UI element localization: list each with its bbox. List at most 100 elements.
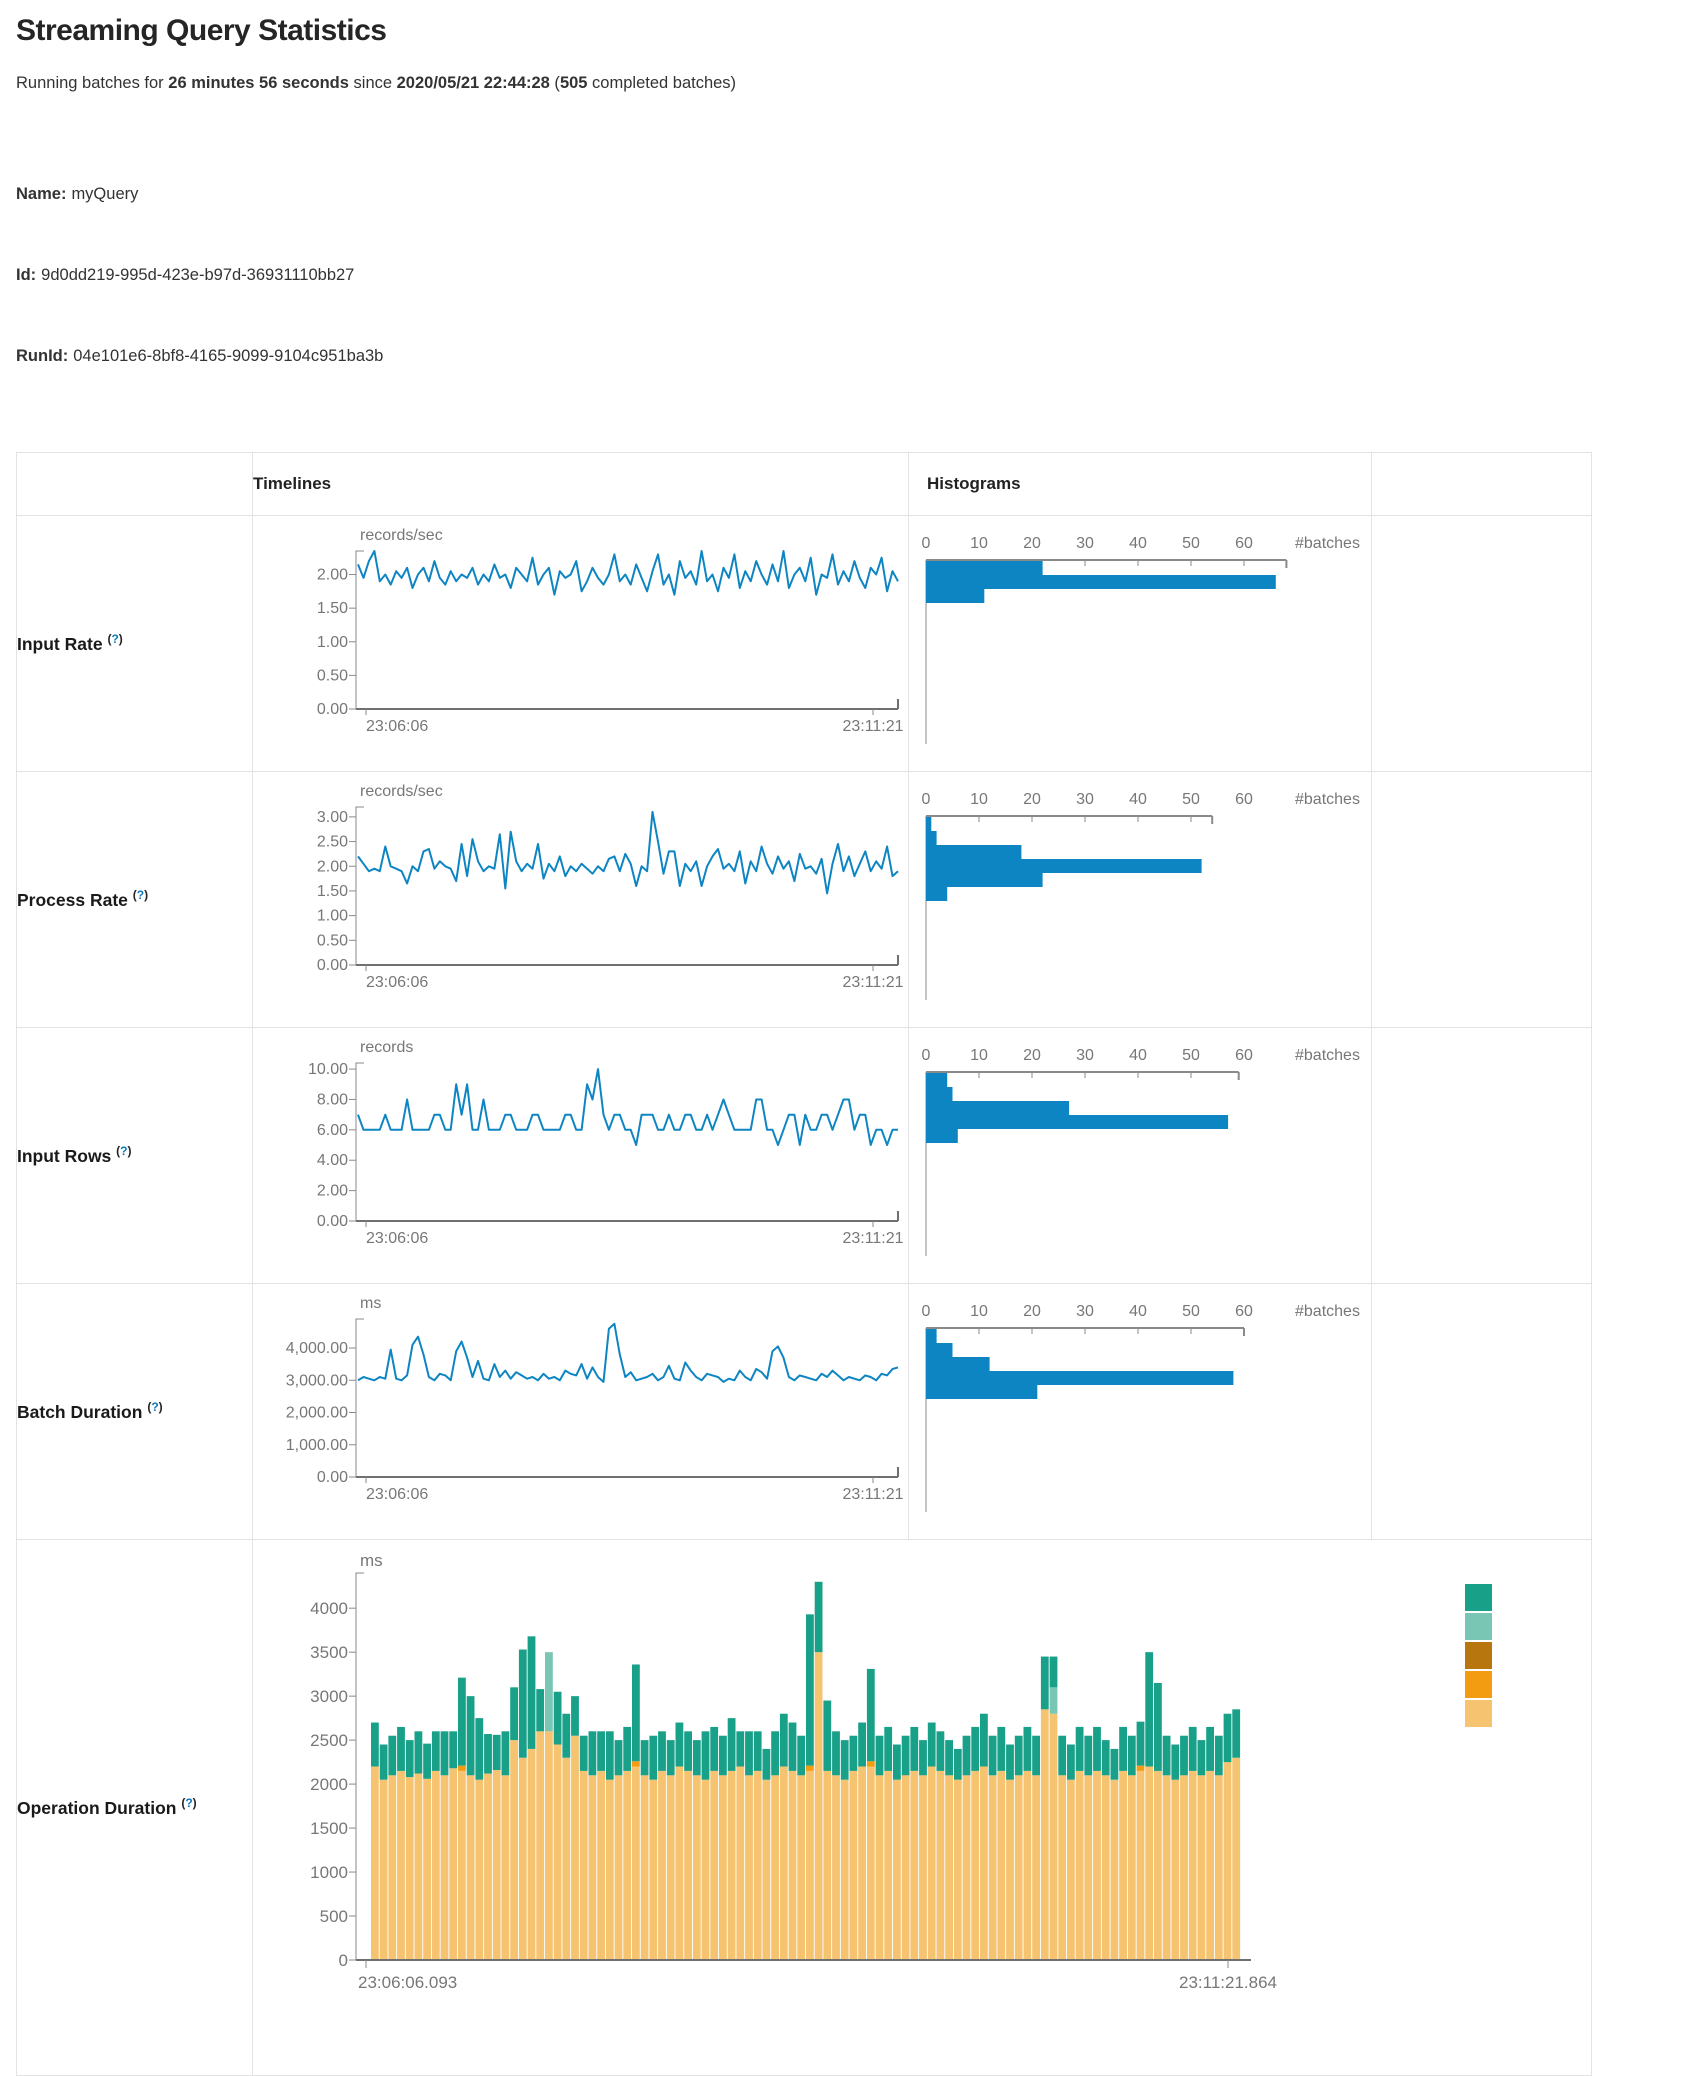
svg-text:4000: 4000: [310, 1599, 348, 1618]
svg-text:23:11:21.864: 23:11:21.864: [1179, 1973, 1277, 1992]
svg-text:0: 0: [922, 1047, 931, 1064]
empty-cell: [1371, 515, 1592, 772]
svg-text:1.50: 1.50: [317, 600, 348, 617]
svg-text:23:06:06: 23:06:06: [366, 1486, 428, 1503]
svg-text:10: 10: [970, 535, 988, 552]
svg-text:60: 60: [1235, 791, 1253, 808]
svg-text:2000: 2000: [310, 1775, 348, 1794]
query-runid-value: 04e101e6-8bf8-4165-9099-9104c951ba3b: [73, 347, 384, 365]
help-icon[interactable]: (?): [116, 1144, 132, 1159]
svg-text:#batches: #batches: [1295, 1303, 1360, 1320]
svg-text:1.00: 1.00: [317, 634, 348, 651]
svg-text:23:06:06.093: 23:06:06.093: [358, 1973, 457, 1992]
svg-text:3.00: 3.00: [317, 809, 348, 826]
svg-text:20: 20: [1023, 1303, 1041, 1320]
svg-text:30: 30: [1076, 1047, 1094, 1064]
help-icon[interactable]: (?): [147, 1400, 163, 1415]
running-duration: 26 minutes 56 seconds: [168, 74, 349, 92]
input-rate-label: Input Rate (?): [16, 515, 253, 772]
svg-text:23:11:21: 23:11:21: [842, 718, 903, 735]
process-rate-histogram: 0 10 20 30 40 50 60 #batches: [908, 771, 1372, 1028]
svg-text:6.00: 6.00: [317, 1122, 348, 1139]
svg-text:#batches: #batches: [1295, 1047, 1360, 1064]
empty-header-cell: [16, 452, 253, 516]
completed-batches-count: 505: [559, 74, 588, 92]
input-rate-histogram: 0 10 20 30 40 50 60 #batches: [908, 515, 1372, 772]
svg-text:0.00: 0.00: [317, 1469, 348, 1486]
histograms-header: Histograms: [908, 452, 1372, 516]
batch-duration-row: Batch Duration (?) ms 0.00 1,000.00 2,000.0…: [16, 1283, 1592, 1540]
help-icon[interactable]: (?): [132, 888, 149, 903]
svg-text:4,000.00: 4,000.00: [286, 1340, 348, 1357]
svg-text:2.00: 2.00: [317, 567, 348, 584]
input-rate-row: Input Rate (?) records/sec 0.00 0.50 1.00 1.…: [16, 515, 1592, 772]
input-rows-label: Input Rows (?): [16, 1027, 253, 1284]
svg-text:60: 60: [1235, 535, 1253, 552]
svg-text:20: 20: [1023, 1047, 1041, 1064]
svg-text:10: 10: [970, 791, 988, 808]
svg-text:10: 10: [970, 1303, 988, 1320]
timeline-chart: records/sec 0.00 0.50 1.00 1.50 2.00 2.50 3.00 2…: [254, 773, 908, 1027]
process-rate-label: Process Rate (?): [16, 771, 253, 1028]
svg-text:0: 0: [922, 535, 931, 552]
svg-text:1.00: 1.00: [317, 908, 348, 925]
svg-text:50: 50: [1182, 1303, 1200, 1320]
svg-text:records/sec: records/sec: [360, 783, 443, 800]
histogram-chart: 0 10 20 30 40 50 60 #batches: [910, 517, 1371, 771]
empty-cell: [1371, 771, 1592, 1028]
svg-text:60: 60: [1235, 1047, 1253, 1064]
histogram-chart: 0 10 20 30 40 50 60 #batches: [910, 1029, 1371, 1283]
timeline-chart: ms 0.00 1,000.00 2,000.00 3,000.00 4,000.00 23…: [254, 1285, 908, 1539]
query-id-value: 9d0dd219-995d-423e-b97d-36931110bb27: [41, 266, 355, 284]
operation-duration-chart: ms 0 500 1000 1500 2000 2500 3000 3500 4000 23:06:…: [254, 1541, 1591, 2075]
help-icon[interactable]: (?): [107, 632, 123, 647]
query-info: Name: myQuery Id: 9d0dd219-995d-423e-b97d-…: [16, 127, 1677, 424]
input-rate-timeline: records/sec 0.00 0.50 1.00 1.50 2.00 23:06:06 2…: [252, 515, 909, 772]
input-rows-timeline: records 0.00 2.00 4.00 6.00 8.00 10.00 23:06:06…: [252, 1027, 909, 1284]
operation-duration-label: Operation Duration (?): [16, 1539, 253, 2076]
help-icon[interactable]: (?): [181, 1796, 197, 1811]
svg-text:23:06:06: 23:06:06: [366, 1230, 428, 1247]
statistics-table: Timelines Histograms Input Rate (?) reco…: [16, 452, 1592, 2076]
name-label: Name:: [16, 185, 67, 203]
svg-text:50: 50: [1182, 1047, 1200, 1064]
svg-text:50: 50: [1182, 535, 1200, 552]
svg-text:records: records: [360, 1039, 413, 1056]
input-rows-histogram: 0 10 20 30 40 50 60 #batches: [908, 1027, 1372, 1284]
table-header-row: Timelines Histograms: [16, 452, 1592, 516]
svg-text:30: 30: [1076, 535, 1094, 552]
svg-text:40: 40: [1129, 791, 1147, 808]
svg-text:30: 30: [1076, 791, 1094, 808]
svg-text:2500: 2500: [310, 1731, 348, 1750]
histogram-chart: 0 10 20 30 40 50 60 #batches: [910, 773, 1371, 1027]
svg-text:23:11:21: 23:11:21: [842, 1230, 903, 1247]
timelines-header: Timelines: [252, 452, 909, 516]
query-name-line: Name: myQuery: [16, 181, 1677, 208]
empty-cell: [1371, 1027, 1592, 1284]
svg-text:10: 10: [970, 1047, 988, 1064]
svg-text:3,000.00: 3,000.00: [286, 1372, 348, 1389]
svg-text:20: 20: [1023, 791, 1041, 808]
svg-text:23:06:06: 23:06:06: [366, 974, 428, 991]
svg-text:0: 0: [922, 791, 931, 808]
page-header: Streaming Query Statistics Running batch…: [0, 0, 1693, 424]
svg-text:40: 40: [1129, 535, 1147, 552]
query-id-line: Id: 9d0dd219-995d-423e-b97d-36931110bb27: [16, 262, 1677, 289]
empty-header-cell-2: [1371, 452, 1592, 516]
svg-text:50: 50: [1182, 791, 1200, 808]
svg-text:30: 30: [1076, 1303, 1094, 1320]
svg-text:0.50: 0.50: [317, 932, 348, 949]
svg-text:3000: 3000: [310, 1687, 348, 1706]
svg-text:#batches: #batches: [1295, 535, 1360, 552]
svg-text:40: 40: [1129, 1047, 1147, 1064]
svg-text:23:06:06: 23:06:06: [366, 718, 428, 735]
svg-text:2.50: 2.50: [317, 834, 348, 851]
batch-duration-histogram: 0 10 20 30 40 50 60 #batches: [908, 1283, 1372, 1540]
query-runid-line: RunId: 04e101e6-8bf8-4165-9099-9104c951ba…: [16, 343, 1677, 370]
svg-text:60: 60: [1235, 1303, 1253, 1320]
svg-text:records/sec: records/sec: [360, 527, 443, 544]
process-rate-row: Process Rate (?) records/sec 0.00 0.50 1.00…: [16, 771, 1592, 1028]
timeline-chart: records/sec 0.00 0.50 1.00 1.50 2.00 23:06:06 2…: [254, 517, 908, 771]
batch-duration-timeline: ms 0.00 1,000.00 2,000.00 3,000.00 4,000.00 23…: [252, 1283, 909, 1540]
operation-duration-chart-cell: ms 0 500 1000 1500 2000 2500 3000 3500 4000 23:06:…: [252, 1539, 1592, 2076]
